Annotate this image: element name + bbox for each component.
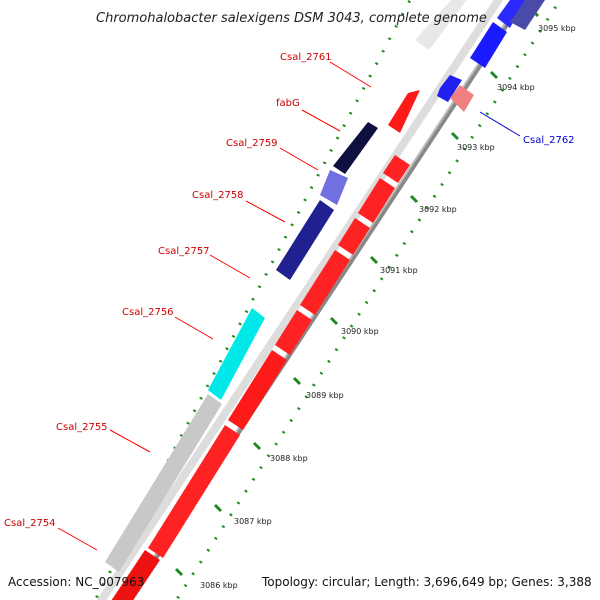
gene-black — [333, 122, 378, 174]
major-tick — [329, 316, 339, 326]
gene-csal-2762 — [437, 75, 462, 102]
major-tick — [174, 567, 184, 577]
major-tick — [292, 376, 302, 386]
gene-csal-2757 — [275, 310, 312, 355]
leader-csal-2757 — [209, 254, 251, 279]
pseudo-genes — [105, 0, 467, 572]
gene-csal-2758 — [300, 250, 350, 315]
tick-dots-inner — [93, 0, 412, 600]
gene-grey-lower — [105, 394, 222, 572]
tick-label: 3093 kbp — [457, 143, 495, 152]
tick-label: 3091 kbp — [380, 266, 418, 275]
gene-csal-2759 — [338, 218, 370, 255]
major-tick — [409, 194, 419, 204]
gene-csal-2762-pale — [450, 85, 474, 112]
reverse-genes — [437, 0, 545, 112]
tick-label: 3092 kbp — [419, 205, 457, 214]
accession-text: Accession: NC_007963 — [8, 575, 144, 589]
tick-label: 3094 kbp — [497, 83, 535, 92]
major-tick — [369, 255, 379, 265]
forward-genes — [111, 90, 420, 600]
leader-csal-2758 — [245, 200, 286, 223]
tick-label: 3087 kbp — [234, 517, 272, 526]
gene-label-csal-2759[interactable]: Csal_2759 — [226, 138, 278, 149]
map-title: Chromohalobacter salexigens DSM 3043, co… — [96, 11, 487, 26]
leader-csal-2754 — [57, 527, 98, 551]
gene-label-csal-2755[interactable]: Csal_2755 — [56, 422, 108, 433]
tick-label: 3090 kbp — [341, 327, 379, 336]
leader-lines — [57, 61, 521, 551]
leader-fabg — [301, 109, 341, 132]
gene-csal-2754 — [111, 550, 160, 600]
leader-csal-2762 — [479, 111, 521, 137]
gene-blue-2 — [497, 0, 525, 28]
topology-text: Topology: circular; Length: 3,696,649 bp… — [261, 575, 592, 589]
leader-csal-2759 — [279, 147, 319, 171]
gene-navy — [276, 200, 334, 280]
gene-fabg — [358, 178, 395, 223]
major-tick — [489, 70, 499, 80]
gene-blue-1 — [470, 22, 507, 68]
tick-label: 3088 kbp — [270, 454, 308, 463]
leader-csal-2755 — [109, 429, 151, 453]
highlight-genes — [208, 122, 378, 400]
gene-csal-2755 — [148, 425, 240, 558]
major-tick — [450, 131, 460, 141]
gene-csal-2756 — [228, 350, 287, 430]
major-tick — [252, 441, 262, 451]
gene-violet — [320, 170, 348, 205]
gene-navy-top — [510, 0, 545, 30]
gene-grey-upper — [415, 0, 467, 50]
gene-label-csal-2761[interactable]: Csal_2761 — [280, 52, 332, 63]
gene-label-csal-2757[interactable]: Csal_2757 — [158, 246, 210, 257]
tick-label: 3089 kbp — [306, 391, 344, 400]
gene-label-csal-2758[interactable]: Csal_2758 — [192, 190, 244, 201]
gene-csal-2761-b — [383, 155, 410, 183]
tick-dots-outer — [174, 0, 562, 600]
gene-csal-2761 — [388, 90, 420, 133]
gene-label-csal-2754[interactable]: Csal_2754 — [4, 518, 56, 529]
tick-label: 3095 kbp — [538, 24, 576, 33]
leader-csal-2761 — [329, 61, 372, 88]
gene-label-csal-2756[interactable]: Csal_2756 — [122, 307, 174, 318]
gene-cyan — [208, 308, 265, 400]
tick-label: 3086 kbp — [200, 581, 238, 590]
leader-csal-2756 — [174, 316, 214, 340]
gene-label-csal-2762[interactable]: Csal_2762 — [523, 135, 575, 146]
major-ticks — [174, 8, 540, 577]
gene-label-fabg[interactable]: fabG — [276, 98, 300, 109]
major-tick — [213, 503, 223, 513]
